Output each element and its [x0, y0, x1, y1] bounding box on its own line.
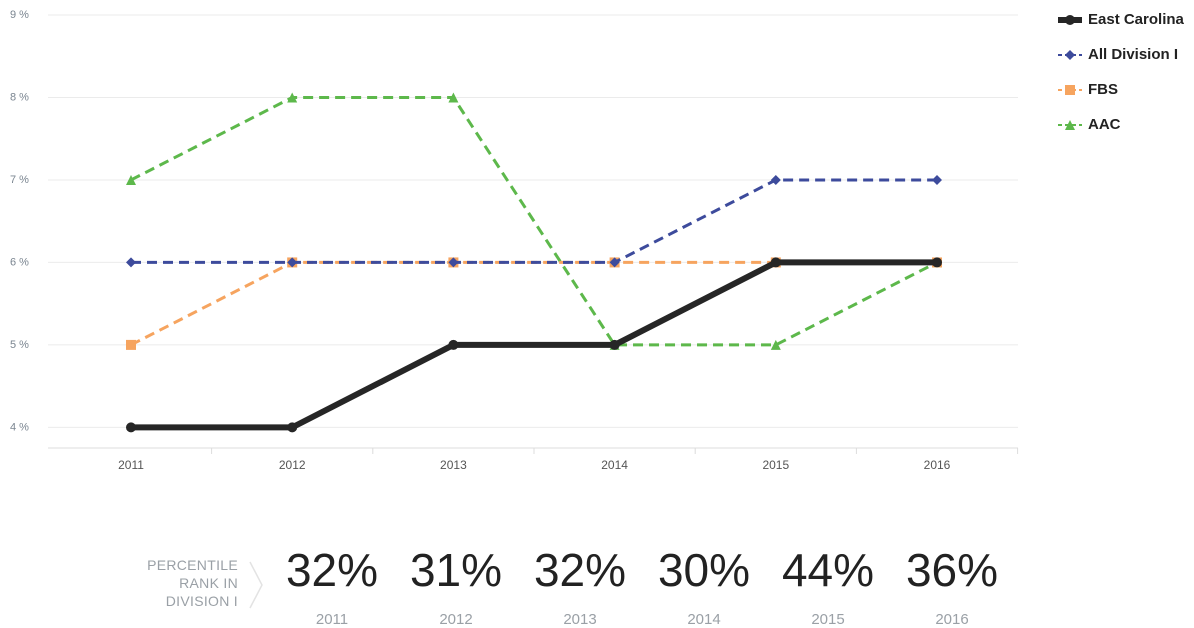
point	[126, 339, 136, 350]
point	[609, 339, 620, 350]
legend-label: AAC	[1088, 116, 1121, 133]
point	[126, 257, 136, 268]
point	[448, 339, 459, 350]
point	[287, 257, 298, 268]
series-line	[131, 259, 937, 431]
y-tick-label: 7 %	[10, 174, 29, 186]
legend-marker	[1065, 120, 1075, 130]
legend-label: East Carolina	[1088, 11, 1185, 28]
percentile-value: 44%	[782, 544, 874, 596]
percentile-value: 32%	[286, 544, 378, 596]
series-line	[130, 95, 938, 347]
point	[287, 422, 298, 433]
chevron	[249, 561, 263, 609]
point	[932, 174, 942, 185]
percentile-year: 2013	[563, 611, 596, 628]
y-tick-label: 4 %	[10, 421, 29, 433]
x-tick-label: 2014	[601, 458, 628, 472]
y-tick-label: 8 %	[10, 91, 29, 103]
y-tick-label: 9 %	[10, 9, 29, 21]
percentile-value: 32%	[534, 544, 626, 596]
point	[932, 257, 942, 268]
point	[448, 257, 459, 268]
percentile-year: 2016	[935, 611, 968, 628]
percentile-value: 30%	[658, 544, 750, 596]
percentile-label: PERCENTILE RANK IN DIVISION I	[147, 557, 238, 609]
percentile-value: 36%	[906, 544, 998, 596]
point	[448, 92, 459, 103]
x-tick-label: 2011	[118, 458, 144, 472]
legend-label: All Division I	[1088, 46, 1178, 63]
percentile-year: 2014	[687, 611, 720, 628]
point	[770, 174, 781, 185]
legend-label: FBS	[1088, 81, 1118, 98]
percentile-year: 2012	[439, 611, 472, 628]
legend-marker	[1065, 15, 1075, 25]
x-tick-label: 2015	[762, 458, 789, 472]
point	[770, 257, 781, 268]
y-tick-label: 5 %	[10, 339, 29, 351]
series-line	[131, 178, 937, 264]
legend-marker	[1065, 85, 1075, 95]
x-tick-label: 2016	[924, 458, 951, 472]
point	[287, 92, 298, 103]
point	[126, 422, 136, 433]
percentile-year: 2011	[316, 611, 348, 628]
x-tick-label: 2012	[279, 458, 306, 472]
point	[126, 174, 136, 185]
point	[609, 257, 620, 268]
percentile-value: 31%	[410, 544, 502, 596]
x-tick-label: 2013	[440, 458, 467, 472]
legend-marker	[1065, 50, 1075, 60]
point	[770, 339, 781, 350]
series-line	[130, 260, 937, 347]
y-tick-label: 6 %	[10, 256, 29, 268]
percentile-year: 2015	[811, 611, 844, 628]
